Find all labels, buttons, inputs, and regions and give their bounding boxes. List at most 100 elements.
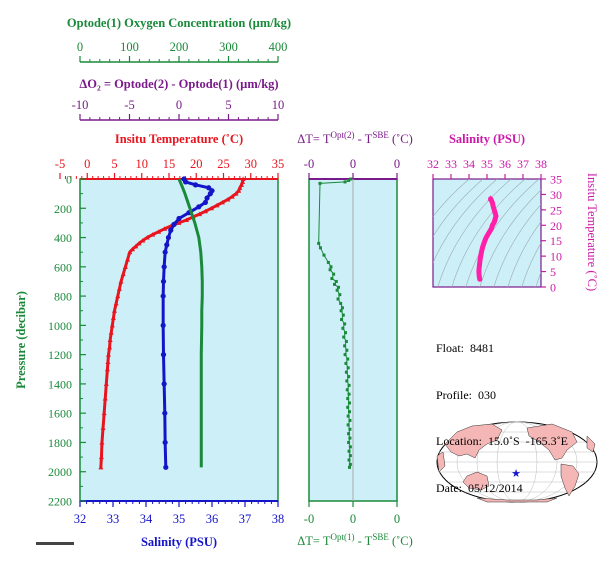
axis-tick-label: 0	[176, 98, 182, 112]
pressure-tick-label: 0	[66, 173, 72, 187]
temperature-point	[99, 439, 105, 445]
series-line	[177, 178, 204, 468]
map-landmass-africa-edge	[436, 451, 446, 473]
temperature-axis-title: Insitu Temperature (˚C)	[115, 132, 243, 146]
delta-t-point	[347, 465, 351, 469]
dt-top-tick-label: -0	[304, 157, 314, 171]
map-landmass-asia	[444, 423, 503, 459]
delta-t-point	[348, 454, 352, 458]
density-contour	[507, 221, 541, 287]
axis-tick-label: 20	[190, 157, 203, 171]
temperature-point	[125, 257, 131, 262]
dt-bottom-tick-label: 0	[350, 512, 356, 526]
salinity-point	[160, 278, 167, 285]
ts-temp-tick-label: 10	[550, 250, 562, 264]
temperature-point	[214, 202, 220, 208]
temperature-point	[240, 176, 246, 181]
density-contour	[433, 179, 484, 238]
delta-t-point	[343, 322, 347, 326]
ts-temp-tick-label: 30	[550, 188, 562, 202]
delta-t-point	[318, 181, 322, 185]
float-id: Float: 8481	[436, 341, 495, 355]
axis-tick-label: 5	[225, 98, 231, 112]
map-landmass-antarctica	[476, 497, 558, 503]
temperature-point	[106, 352, 112, 357]
salinity-point	[165, 234, 172, 241]
ts-curve	[476, 196, 499, 282]
temperature-point	[122, 264, 128, 269]
axis-tick-label: 5	[111, 157, 117, 171]
delta-t-series	[317, 177, 353, 469]
delta-t-point	[328, 268, 332, 272]
temperature-point	[98, 454, 104, 460]
delta-t-point	[330, 277, 334, 281]
temperature-point	[120, 271, 126, 277]
temperature-point	[100, 425, 106, 430]
salinity-point	[160, 293, 166, 299]
map-landmass-south-america	[560, 463, 580, 497]
salinity-axis-title: Salinity (PSU)	[141, 535, 217, 549]
temperature-point	[162, 226, 168, 231]
delta-t-point	[347, 449, 351, 453]
delta-t-point	[318, 246, 322, 250]
main-plot-area	[79, 178, 279, 502]
map-landmass-north-america	[526, 423, 578, 461]
temperature-point	[238, 182, 244, 187]
density-contour	[451, 179, 526, 287]
temperature-point	[129, 246, 135, 252]
salinity-point	[162, 439, 168, 446]
delta-t-point	[344, 370, 348, 374]
delta-t-point	[322, 253, 326, 257]
delta-t-point	[343, 353, 347, 357]
salinity-point	[160, 322, 166, 328]
temperature-point	[109, 322, 115, 328]
temperature-point	[197, 211, 203, 217]
delta-t-point	[344, 339, 348, 343]
pressure-tick-label: 1000	[48, 319, 72, 333]
salinity-point	[164, 242, 170, 248]
axis-tick-label: 200	[170, 40, 189, 54]
float-location: Location: 15.0˚S -165.3˚E	[436, 434, 568, 448]
delta-t-point	[344, 361, 348, 365]
temperature-point	[101, 410, 107, 416]
temperature-point	[133, 243, 139, 249]
salinity-point	[168, 227, 174, 233]
delta-t-point	[349, 177, 353, 181]
ts-sal-tick-label: 32	[427, 157, 439, 171]
salinity-point	[204, 195, 210, 201]
temperature-point	[156, 229, 162, 234]
delta-t-point	[329, 265, 333, 269]
delta-t-bottom-axis-ticks: -0 0 0	[304, 501, 400, 526]
ts-density-contours	[433, 179, 541, 287]
delta-t-point	[347, 440, 351, 444]
ts-temp-tick-label: 15	[550, 234, 562, 248]
salinity-point	[162, 410, 168, 416]
temperature-point	[112, 308, 117, 313]
delta-t-point	[343, 344, 347, 348]
salinity-point	[161, 381, 167, 387]
axis-tick-label: 36	[206, 512, 219, 526]
axis-tick-label: 0	[77, 40, 83, 54]
salinity-point	[163, 464, 169, 470]
delta-t-point	[340, 306, 344, 310]
axis-tick-label: 400	[269, 40, 288, 54]
ts-temp-tick-label: 5	[550, 265, 556, 279]
axis-tick-label: 38	[272, 512, 285, 526]
axis-tick-label: 35	[272, 157, 285, 171]
delta-t-point	[346, 423, 350, 427]
temperature-point	[236, 188, 242, 193]
salinity-point	[183, 179, 189, 185]
ts-plot-area	[432, 178, 542, 288]
pressure-tick-label: 2000	[48, 465, 72, 479]
pressure-axis: 0 200 400 600 800 1000 1200 1400 1600 1800 2000 220…	[48, 173, 86, 509]
delta-t-point	[333, 282, 337, 286]
axis-tick-label: 300	[219, 40, 238, 54]
axis-tick-label: 32	[74, 512, 87, 526]
temperature-point	[107, 337, 113, 342]
delta-t-point	[347, 392, 351, 396]
ts-sal-tick-label: 33	[445, 157, 457, 171]
delta-t-point	[348, 445, 352, 449]
density-contour	[493, 204, 541, 287]
delta-t-point	[339, 309, 343, 313]
density-contour	[479, 189, 541, 287]
